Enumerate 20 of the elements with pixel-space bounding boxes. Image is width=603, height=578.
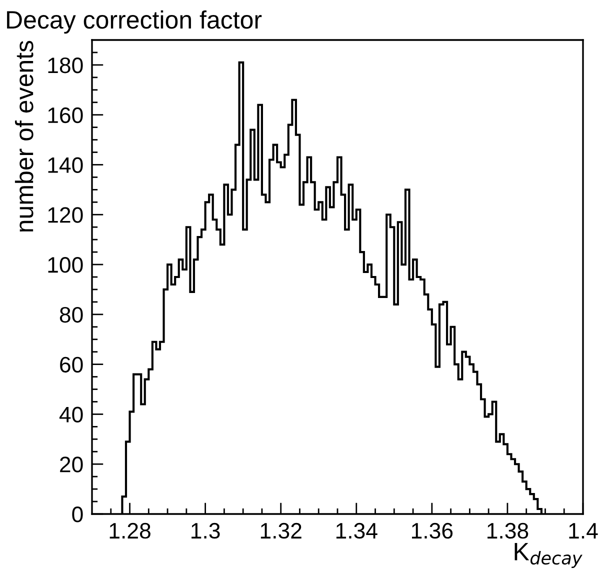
chart-title: Decay correction factor [7,10,262,34]
y-tick-label: 80 [60,306,83,323]
y-tick-label: 100 [48,257,83,273]
x-tick-label: 1.34 [336,522,378,539]
y-tick-label: 60 [60,356,83,373]
x-tick-label: 1.28 [110,522,150,539]
y-tick-label: 40 [59,406,83,422]
x-tick-label: 1.4 [569,523,598,538]
y-tick-label: 120 [48,207,83,223]
x-axis-title: K$_{decay}$ [514,543,582,568]
x-tick-label: 1.3 [192,522,220,539]
y-tick-label: 160 [48,107,83,124]
y-tick-label: 0 [72,506,83,522]
x-tick-label: 1.36 [412,522,453,539]
y-tick-label: 140 [48,157,83,174]
x-tick-label: 1.38 [488,522,528,539]
x-tick-label: 1.32 [260,522,302,539]
y-tick-label: 180 [48,57,83,74]
y-axis-title: number of events [14,40,34,232]
y-tick-label: 20 [60,456,83,472]
